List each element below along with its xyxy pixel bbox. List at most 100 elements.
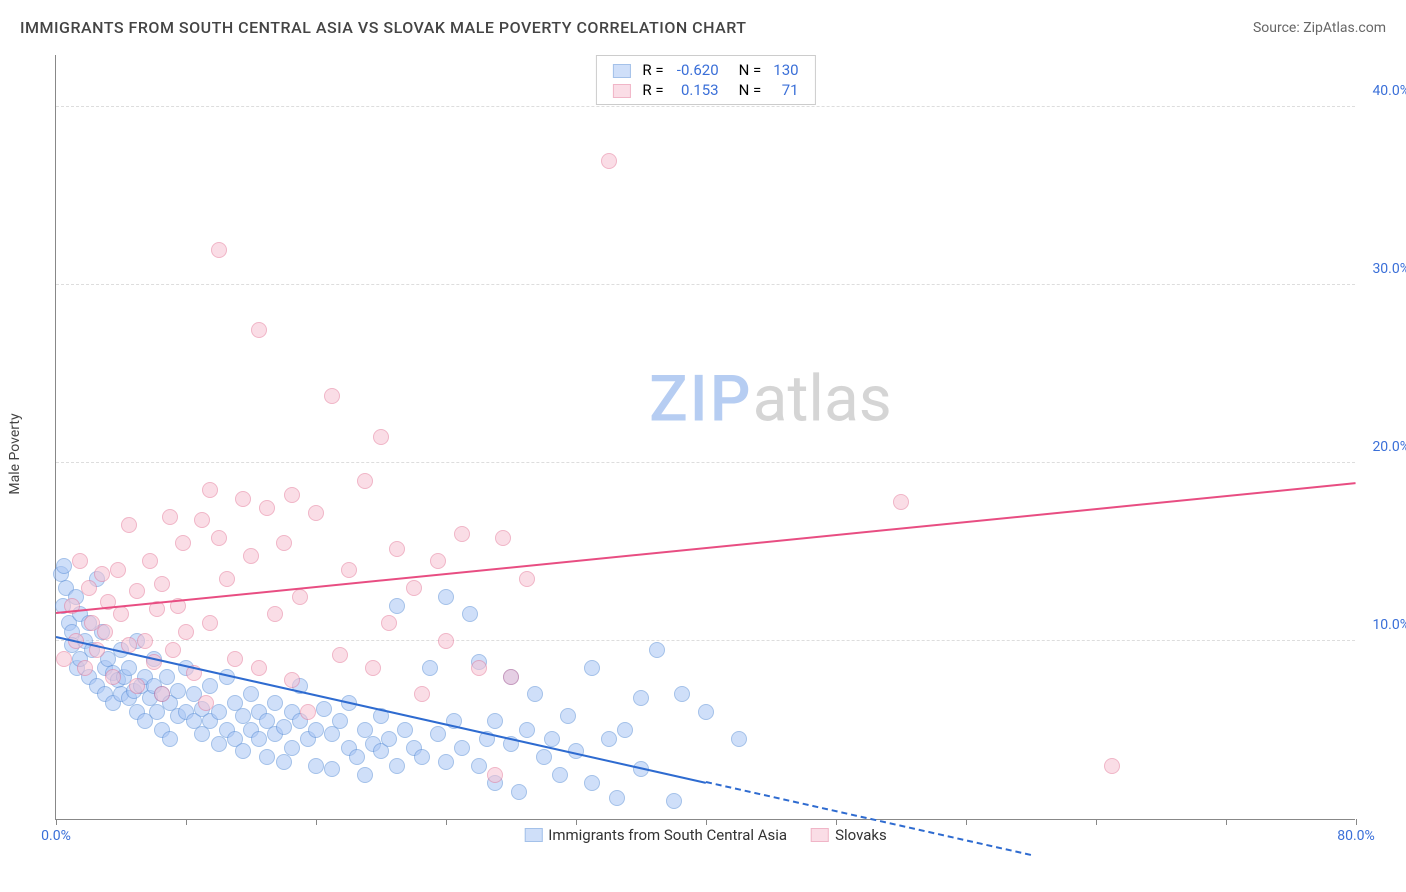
scatter-point (633, 690, 649, 706)
scatter-point (259, 749, 275, 765)
scatter-point (142, 553, 158, 569)
legend-r-label: R = (636, 60, 669, 80)
scatter-point (389, 758, 405, 774)
x-tick (706, 819, 707, 825)
legend-r-value: 0.153 (670, 80, 725, 100)
scatter-point (454, 740, 470, 756)
scatter-point (357, 473, 373, 489)
scatter-point (308, 758, 324, 774)
scatter-point (97, 624, 113, 640)
scatter-point (154, 576, 170, 592)
x-tick (316, 819, 317, 825)
scatter-point (365, 660, 381, 676)
scatter-point (389, 541, 405, 557)
scatter-point (397, 722, 413, 738)
legend-swatch (612, 84, 630, 98)
scatter-point (202, 615, 218, 631)
scatter-point (438, 589, 454, 605)
scatter-point (544, 731, 560, 747)
scatter-point (292, 589, 308, 605)
scatter-point (211, 242, 227, 258)
source-label: Source: ZipAtlas.com (1253, 20, 1386, 36)
scatter-point (438, 754, 454, 770)
scatter-point (462, 606, 478, 622)
scatter-point (198, 695, 214, 711)
scatter-point (893, 494, 909, 510)
scatter-point (1104, 758, 1120, 774)
scatter-point (94, 566, 110, 582)
scatter-point (251, 731, 267, 747)
scatter-point (162, 509, 178, 525)
scatter-point (227, 651, 243, 667)
legend-row: R =-0.620N =130 (606, 60, 804, 80)
scatter-point (276, 754, 292, 770)
legend-series-name: Immigrants from South Central Asia (548, 826, 787, 844)
legend-swatch (811, 828, 829, 842)
correlation-legend: R =-0.620N =130R =0.153N =71 (595, 55, 815, 105)
watermark-atlas: atlas (753, 361, 892, 436)
scatter-point (324, 388, 340, 404)
y-tick-label: 10.0% (1360, 617, 1406, 633)
x-tick-label: 0.0% (41, 828, 71, 844)
scatter-point (666, 793, 682, 809)
scatter-point (300, 704, 316, 720)
scatter-point (698, 704, 714, 720)
scatter-point (267, 606, 283, 622)
x-tick (1226, 819, 1227, 825)
x-tick (1096, 819, 1097, 825)
x-tick (186, 819, 187, 825)
scatter-point (308, 722, 324, 738)
series-legend: Immigrants from South Central AsiaSlovak… (524, 826, 887, 844)
scatter-point (154, 686, 170, 702)
scatter-point (511, 784, 527, 800)
scatter-point (170, 683, 186, 699)
scatter-point (454, 526, 470, 542)
scatter-point (259, 500, 275, 516)
scatter-point (194, 512, 210, 528)
legend-item: Immigrants from South Central Asia (524, 826, 787, 844)
scatter-point (284, 672, 300, 688)
scatter-point (519, 722, 535, 738)
scatter-point (422, 660, 438, 676)
x-tick (966, 819, 967, 825)
scatter-point (81, 580, 97, 596)
scatter-point (129, 583, 145, 599)
scatter-point (438, 633, 454, 649)
legend-n-label: N = (725, 80, 768, 100)
scatter-point (105, 669, 121, 685)
scatter-point (536, 749, 552, 765)
scatter-point (121, 660, 137, 676)
scatter-point (349, 749, 365, 765)
legend-r-label: R = (636, 80, 669, 100)
scatter-point (251, 660, 267, 676)
scatter-point (430, 726, 446, 742)
scatter-point (129, 678, 145, 694)
scatter-point (202, 678, 218, 694)
x-tick (1356, 819, 1357, 825)
chart-plot-area: ZIPatlas R =-0.620N =130R =0.153N =71 Im… (55, 55, 1355, 820)
scatter-point (219, 571, 235, 587)
scatter-point (617, 722, 633, 738)
scatter-point (406, 580, 422, 596)
scatter-point (56, 651, 72, 667)
scatter-point (519, 571, 535, 587)
scatter-point (159, 669, 175, 685)
scatter-point (471, 758, 487, 774)
scatter-point (649, 642, 665, 658)
scatter-point (503, 669, 519, 685)
legend-n-value: 71 (767, 80, 804, 100)
scatter-point (251, 322, 267, 338)
legend-n-value: 130 (767, 60, 804, 80)
scatter-point (178, 624, 194, 640)
scatter-point (284, 740, 300, 756)
scatter-point (487, 713, 503, 729)
scatter-point (332, 713, 348, 729)
scatter-point (332, 647, 348, 663)
scatter-point (495, 530, 511, 546)
scatter-point (601, 153, 617, 169)
scatter-point (121, 517, 137, 533)
scatter-point (267, 695, 283, 711)
scatter-point (243, 686, 259, 702)
scatter-point (284, 487, 300, 503)
gridline (56, 640, 1355, 641)
